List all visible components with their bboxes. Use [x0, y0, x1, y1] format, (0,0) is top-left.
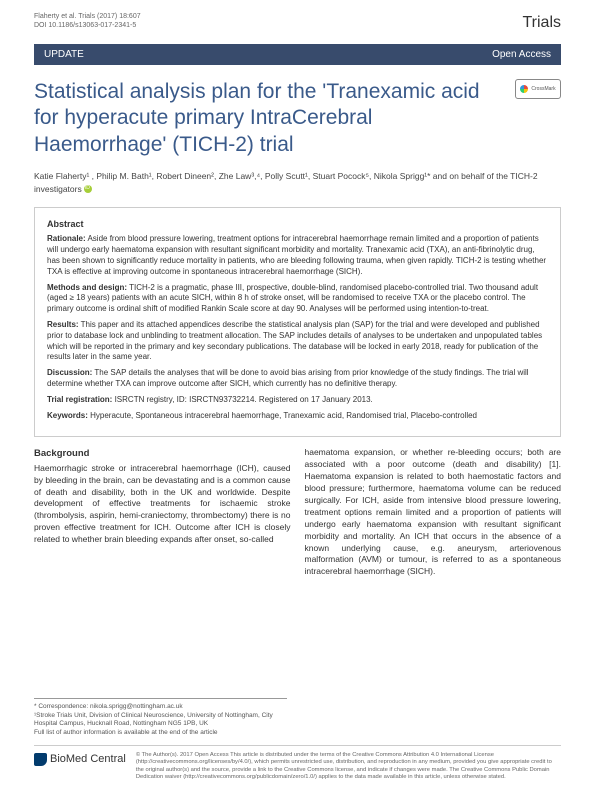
abstract-methods: Methods and design: TICH-2 is a pragmati… — [47, 283, 548, 315]
methods-label: Methods and design: — [47, 283, 127, 292]
discussion-text: The SAP details the analyses that will b… — [47, 368, 529, 388]
orcid-icon[interactable] — [84, 185, 92, 193]
body-text-left: Haemorrhagic stroke or intracerebral hae… — [34, 463, 291, 546]
correspondence-affil: ¹Stroke Trials Unit, Division of Clinica… — [34, 712, 287, 729]
citation: Flaherty et al. Trials (2017) 18:607 — [34, 12, 141, 21]
page-footer: * Correspondence: nikola.sprigg@nottingh… — [0, 692, 595, 791]
background-heading: Background — [34, 447, 291, 460]
license-bar: BioMed Central © The Author(s). 2017 Ope… — [34, 745, 561, 781]
open-access-label: Open Access — [492, 48, 551, 62]
citation-block: Flaherty et al. Trials (2017) 18:607 DOI… — [34, 12, 141, 34]
publisher-logo: BioMed Central — [34, 752, 126, 767]
results-text: This paper and its attached appendices d… — [47, 320, 542, 361]
abstract-rationale: Rationale: Aside from blood pressure low… — [47, 234, 548, 277]
correspondence-email: * Correspondence: nikola.sprigg@nottingh… — [34, 703, 287, 711]
keywords-text: Hyperacute, Spontaneous intracerebral ha… — [88, 411, 477, 420]
abstract-registration: Trial registration: ISRCTN registry, ID:… — [47, 395, 548, 406]
article-type-banner: UPDATE Open Access — [34, 44, 561, 66]
results-label: Results: — [47, 320, 79, 329]
body-columns: Background Haemorrhagic stroke or intrac… — [0, 447, 595, 578]
running-header: Flaherty et al. Trials (2017) 18:607 DOI… — [0, 0, 595, 38]
abstract-discussion: Discussion: The SAP details the analyses… — [47, 368, 548, 390]
discussion-label: Discussion: — [47, 368, 92, 377]
rationale-label: Rationale: — [47, 234, 86, 243]
body-text-right: haematoma expansion, or whether re-bleed… — [305, 447, 562, 578]
abstract-keywords: Keywords: Hyperacute, Spontaneous intrac… — [47, 411, 548, 422]
journal-name: Trials — [522, 12, 561, 34]
abstract-results: Results: This paper and its attached app… — [47, 320, 548, 363]
title-block: Statistical analysis plan for the 'Trane… — [0, 65, 595, 164]
column-right: haematoma expansion, or whether re-bleed… — [305, 447, 562, 578]
correspondence-block: * Correspondence: nikola.sprigg@nottingh… — [34, 698, 287, 737]
registration-text: ISRCTN registry, ID: ISRCTN93732214. Reg… — [112, 395, 372, 404]
correspondence-note: Full list of author information is avail… — [34, 729, 287, 737]
article-type: UPDATE — [44, 48, 84, 62]
abstract-box: Abstract Rationale: Aside from blood pre… — [34, 207, 561, 437]
rationale-text: Aside from blood pressure lowering, trea… — [47, 234, 546, 275]
author-list: Katie Flaherty¹ , Philip M. Bath¹, Rober… — [0, 164, 595, 204]
keywords-label: Keywords: — [47, 411, 88, 420]
crossmark-badge[interactable]: CrossMark — [515, 79, 561, 99]
article-title: Statistical analysis plan for the 'Trane… — [34, 79, 561, 158]
abstract-heading: Abstract — [47, 218, 548, 230]
publisher-name: BioMed Central — [50, 752, 126, 767]
crossmark-label: CrossMark — [531, 86, 555, 93]
doi: DOI 10.1186/s13063-017-2341-5 — [34, 21, 141, 30]
authors-text: Katie Flaherty¹ , Philip M. Bath¹, Rober… — [34, 171, 538, 194]
license-text: © The Author(s). 2017 Open Access This a… — [136, 752, 561, 781]
column-left: Background Haemorrhagic stroke or intrac… — [34, 447, 291, 578]
registration-label: Trial registration: — [47, 395, 112, 404]
